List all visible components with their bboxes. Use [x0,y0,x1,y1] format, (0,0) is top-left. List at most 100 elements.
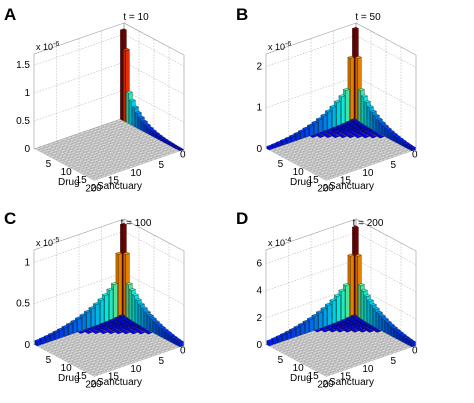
bar [324,174,332,178]
bar [82,360,90,364]
bar [356,327,364,332]
bar [332,362,340,366]
bar [345,162,353,165]
bar [134,337,142,341]
bar [357,136,365,140]
bar [288,147,296,151]
bar [315,341,323,345]
bar [125,340,133,344]
y-tick-label: 15 [76,175,88,186]
bar [344,133,352,137]
bar [356,359,364,363]
bar [91,146,99,150]
bar [119,329,127,333]
bar [374,149,382,153]
bar [383,138,391,142]
bar [97,368,105,372]
bar [124,359,132,363]
bar [104,329,112,333]
bar [107,143,115,146]
bar [291,337,299,340]
bar [309,158,317,162]
bar [293,161,301,165]
bar [172,149,180,153]
bar [356,335,364,339]
bar [106,130,114,134]
bar [122,339,130,342]
bar [366,353,374,357]
bar [88,332,96,336]
bar [52,141,60,145]
bar [41,343,49,347]
bar [109,147,117,151]
bar [353,129,361,134]
bar [326,155,334,159]
bar [124,124,132,128]
z-multiplier: x 10-6 [36,41,59,52]
bar [112,133,120,137]
bar [104,337,112,341]
bar [293,145,301,149]
bar [341,139,349,143]
bar [115,346,123,350]
bar [131,163,139,167]
bar [94,359,102,363]
bar [158,342,166,346]
bar [383,342,391,346]
bar [306,141,314,145]
bar [104,157,112,161]
bar [107,338,115,342]
bar [354,150,362,154]
bar [326,327,334,331]
bar [125,348,133,352]
bar [136,342,144,346]
bar [97,133,105,137]
bar [34,147,42,151]
bar [341,335,349,339]
bar [312,160,320,164]
bar [311,147,319,151]
bar [113,146,121,150]
bar [134,157,142,161]
bar [92,158,100,162]
bar [122,166,130,170]
bar [356,147,364,151]
bar [106,122,114,126]
bar [98,365,106,369]
bar [330,129,338,134]
bar [74,345,82,349]
bar [300,349,308,353]
bar [392,339,400,343]
bar [98,146,106,150]
bar [67,156,75,160]
bar [375,154,383,158]
bar [154,351,162,355]
bar [83,130,91,134]
bar [345,146,353,150]
bar [303,147,311,151]
bar [305,332,313,336]
bar [315,169,323,173]
bar [381,157,389,161]
bar [169,344,177,348]
bar [148,152,156,156]
bar [76,138,84,142]
bar [287,142,295,146]
bar [372,160,380,164]
bar [350,364,358,368]
bar [128,138,136,142]
y-tick-label: 5 [46,355,52,366]
bar [172,345,180,349]
bar [83,333,91,337]
bar [288,343,296,347]
bar [110,168,118,172]
bar [128,358,136,362]
bar [315,137,323,141]
bar [345,358,353,361]
bar [345,138,353,142]
bar [312,332,320,336]
bar [116,139,124,143]
bar [311,367,319,371]
bar [341,327,349,331]
